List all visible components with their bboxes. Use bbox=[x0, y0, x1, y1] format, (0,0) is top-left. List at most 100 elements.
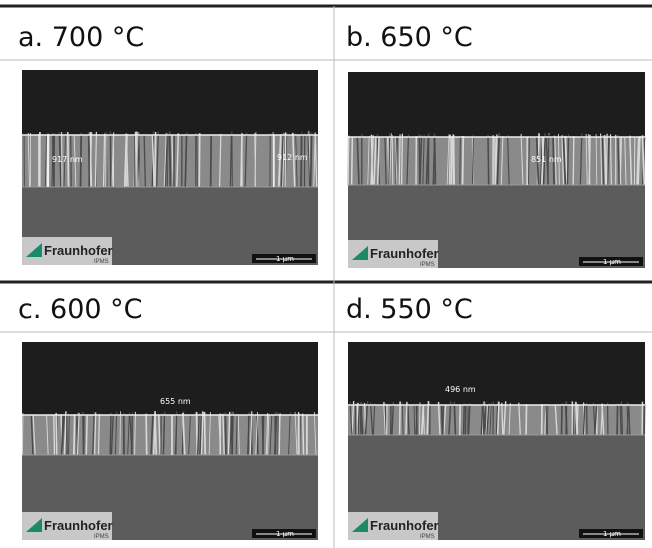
nanowire bbox=[535, 136, 540, 186]
institute-text: IPMS bbox=[420, 534, 435, 540]
nanowire bbox=[110, 414, 114, 456]
nanowire bbox=[619, 402, 622, 436]
sem-image bbox=[22, 70, 318, 265]
nanowire bbox=[125, 133, 129, 188]
nanowire bbox=[540, 136, 545, 186]
vacuum bbox=[348, 72, 645, 137]
nanowire bbox=[453, 135, 456, 186]
nanowire bbox=[601, 134, 605, 186]
nanowire bbox=[489, 402, 492, 436]
nanowire bbox=[440, 404, 444, 436]
nanowire bbox=[130, 412, 133, 456]
nanowire bbox=[400, 133, 404, 186]
nanowire bbox=[283, 133, 286, 188]
nanowire bbox=[313, 411, 317, 456]
nanowire bbox=[165, 132, 168, 188]
nanowire bbox=[134, 411, 136, 456]
thickness-label: 917 nm bbox=[52, 155, 83, 164]
nanowire bbox=[545, 404, 548, 436]
nanowire bbox=[406, 134, 410, 186]
nanowire bbox=[595, 134, 598, 186]
nanowire bbox=[66, 132, 70, 188]
nanowire bbox=[209, 133, 213, 188]
nanowire bbox=[60, 414, 65, 456]
scale-label: 1 µm bbox=[276, 530, 294, 538]
nanowire bbox=[554, 404, 558, 436]
sem-image bbox=[348, 342, 646, 540]
logo-text: Fraunhofer bbox=[44, 518, 113, 533]
scale-label: 1 µm bbox=[603, 530, 621, 538]
nanowire bbox=[448, 401, 452, 436]
nanowire bbox=[609, 134, 612, 186]
nanowire bbox=[184, 132, 188, 188]
nanowire bbox=[419, 135, 423, 186]
nanowire bbox=[46, 414, 49, 456]
nanowire bbox=[391, 401, 395, 436]
nanowire bbox=[572, 136, 575, 186]
nanowire bbox=[237, 414, 240, 456]
nanowire bbox=[76, 412, 80, 456]
nanowire bbox=[346, 135, 350, 186]
nanowire bbox=[97, 413, 101, 456]
nanowire bbox=[443, 404, 447, 436]
nanowire bbox=[520, 133, 524, 186]
nanowire bbox=[200, 411, 204, 456]
nanowire bbox=[619, 136, 622, 186]
nanowire bbox=[244, 132, 248, 188]
nanowire bbox=[508, 403, 511, 436]
sem-image bbox=[346, 72, 646, 268]
nanowire bbox=[496, 133, 501, 186]
nanowire bbox=[137, 131, 140, 188]
logo-text: Fraunhofer bbox=[370, 518, 439, 533]
nanowire bbox=[300, 134, 302, 188]
thickness-label: 912 nm bbox=[277, 153, 308, 162]
thickness-label: 655 nm bbox=[160, 397, 191, 406]
nanowire bbox=[437, 401, 441, 436]
nanowire bbox=[566, 134, 570, 186]
panel-title: d. 550 °C bbox=[346, 294, 473, 325]
nanowire bbox=[30, 414, 34, 456]
nanowire bbox=[127, 412, 130, 456]
nanowire bbox=[398, 134, 401, 186]
nanowire bbox=[582, 403, 586, 436]
nanowire bbox=[506, 134, 510, 186]
nanowire bbox=[135, 131, 138, 188]
nanowire bbox=[277, 134, 282, 188]
nanowire bbox=[496, 401, 500, 436]
nanowire bbox=[145, 413, 148, 456]
nanowire bbox=[542, 133, 547, 186]
nanowire bbox=[254, 133, 256, 188]
nanowire bbox=[51, 133, 55, 188]
nanowire bbox=[405, 401, 408, 436]
nanowire bbox=[249, 411, 253, 456]
nanowire bbox=[150, 414, 154, 456]
nanowire bbox=[528, 136, 530, 186]
institute-text: IPMS bbox=[420, 262, 435, 268]
nanowire bbox=[85, 414, 88, 456]
nanowire bbox=[53, 414, 56, 456]
nanowire bbox=[467, 403, 471, 436]
nanowire bbox=[55, 413, 58, 456]
nanowire bbox=[196, 412, 200, 456]
nanowire bbox=[422, 404, 425, 436]
nanowire bbox=[176, 133, 180, 188]
nanowire bbox=[557, 133, 560, 186]
nanowire bbox=[188, 414, 191, 456]
nanowire bbox=[309, 132, 313, 188]
institute-text: IPMS bbox=[94, 259, 109, 265]
nanowire bbox=[351, 400, 355, 436]
nanowire bbox=[603, 135, 607, 186]
nanowire bbox=[369, 402, 374, 436]
nanowire bbox=[624, 136, 627, 186]
nanowire bbox=[151, 134, 155, 188]
nanowire bbox=[415, 403, 419, 436]
nanowire bbox=[485, 404, 489, 436]
nanowire bbox=[552, 136, 555, 186]
nanowire bbox=[152, 411, 156, 456]
thickness-label: 496 nm bbox=[445, 385, 476, 394]
nanowire bbox=[422, 134, 425, 186]
nanowire bbox=[636, 136, 640, 186]
nanowire bbox=[364, 401, 369, 436]
nanowire bbox=[218, 133, 222, 188]
